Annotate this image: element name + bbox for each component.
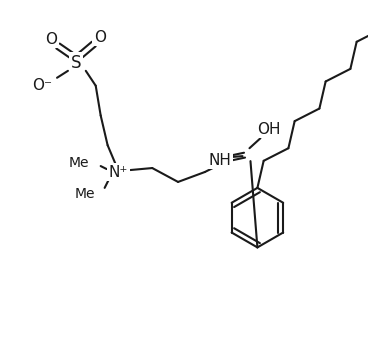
Text: O⁻: O⁻ <box>32 78 52 93</box>
Text: O: O <box>94 29 106 45</box>
Text: N⁺: N⁺ <box>109 164 128 179</box>
Text: OH: OH <box>258 122 281 137</box>
Text: S: S <box>70 54 81 72</box>
Text: Me: Me <box>69 156 89 170</box>
Text: O: O <box>45 32 57 46</box>
Text: Me: Me <box>75 187 95 201</box>
Text: NH: NH <box>208 153 231 168</box>
